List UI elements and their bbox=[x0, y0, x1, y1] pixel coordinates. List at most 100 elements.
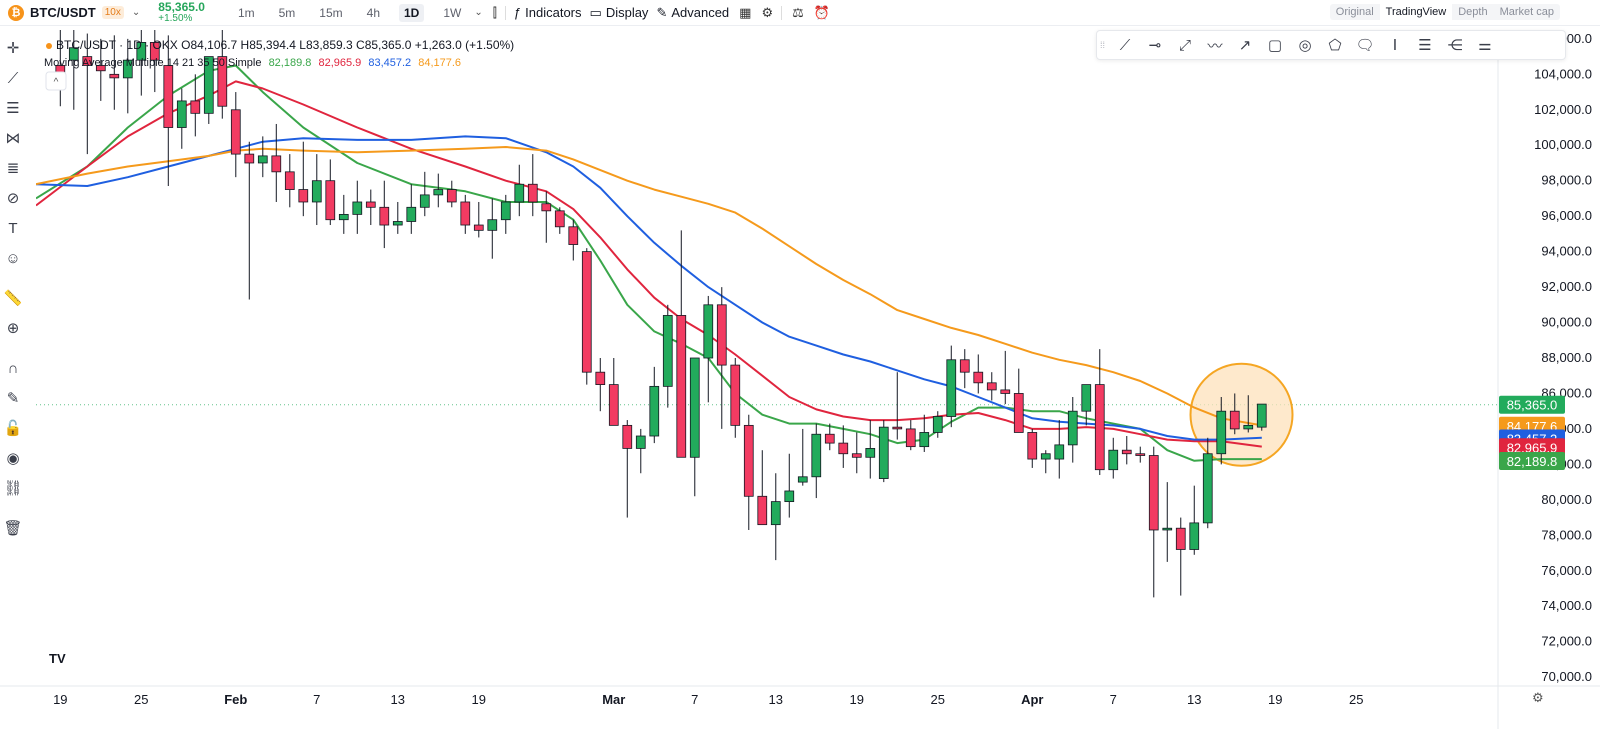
candle-body bbox=[473, 224, 484, 231]
view-market-cap[interactable]: Market cap bbox=[1499, 6, 1554, 18]
timeframe-1m[interactable]: 1m bbox=[237, 5, 255, 20]
x-tick-label: 13 bbox=[769, 692, 783, 707]
top-toolbar: ₿ BTC/USDT 10x ⌄ 85,365.0 +1.50% 1m 5m 1… bbox=[0, 0, 1600, 26]
candle-body bbox=[959, 359, 970, 373]
candle-body bbox=[82, 56, 93, 66]
link-icon[interactable]: ⛓ bbox=[3, 480, 23, 497]
candle-body bbox=[1229, 410, 1240, 430]
candle-body bbox=[1202, 453, 1213, 524]
candle bbox=[1081, 384, 1092, 426]
candle bbox=[797, 428, 808, 486]
candle bbox=[1040, 450, 1051, 474]
compare-icon[interactable]: ⚖ bbox=[792, 4, 804, 20]
moving-average-line-ma14 bbox=[36, 64, 1262, 462]
timeframe-1w[interactable]: 1W bbox=[443, 5, 462, 20]
candle bbox=[959, 349, 970, 389]
candle-body bbox=[365, 201, 376, 208]
polygon-tool-icon[interactable]: ⬠ bbox=[1328, 37, 1342, 54]
price-label-text: 82,189.8 bbox=[1507, 454, 1558, 469]
emoji-icon[interactable]: ☺ bbox=[5, 249, 21, 267]
price-label-bg bbox=[1499, 395, 1565, 414]
parallel-channel-icon[interactable]: ☰ bbox=[1418, 37, 1432, 54]
price-summary: 85,365.0 +1.50% bbox=[158, 1, 205, 25]
display-button[interactable]: ▭ Display bbox=[590, 5, 649, 21]
hline-tool-icon[interactable]: ⊸ bbox=[1148, 37, 1162, 54]
candle-body bbox=[109, 73, 120, 79]
settings-icon[interactable]: ⚙ bbox=[761, 4, 774, 20]
candle-body bbox=[743, 424, 754, 497]
timeframe-more-icon[interactable]: ⌄ bbox=[474, 7, 483, 18]
candle bbox=[338, 194, 349, 234]
ruler-icon[interactable]: 📏 bbox=[3, 290, 23, 307]
x-tick-label: Apr bbox=[1021, 692, 1043, 707]
callout-tool-icon[interactable]: 🗨 bbox=[1355, 37, 1375, 54]
text-tool-icon[interactable]: Ⅰ bbox=[1392, 37, 1398, 54]
zoom-icon[interactable]: ⊕ bbox=[6, 320, 20, 337]
line-tool-icon[interactable]: ⟋ bbox=[1119, 36, 1131, 54]
view-tradingview[interactable]: TradingView bbox=[1379, 4, 1453, 20]
candle-body bbox=[554, 210, 565, 228]
candle-body bbox=[1243, 424, 1254, 430]
candle-body bbox=[446, 189, 457, 203]
timeframe-15m[interactable]: 15m bbox=[319, 5, 343, 20]
view-depth[interactable]: Depth bbox=[1458, 6, 1488, 18]
candle-body bbox=[1121, 449, 1132, 455]
pencil-lock-icon[interactable]: ✎ bbox=[6, 390, 20, 407]
candle-body bbox=[851, 453, 862, 458]
pattern-icon[interactable]: ⋈ bbox=[5, 130, 21, 147]
candle bbox=[1256, 403, 1267, 431]
chevron-down-icon[interactable]: ⌄ bbox=[131, 7, 141, 18]
timeframe-1d[interactable]: 1D bbox=[399, 3, 425, 22]
view-original[interactable]: Original bbox=[1335, 6, 1374, 18]
axis-settings-icon[interactable]: ⚙ bbox=[1532, 690, 1544, 705]
x-tick-label: 13 bbox=[391, 692, 405, 707]
advanced-button[interactable]: ✎ Advanced bbox=[656, 5, 729, 21]
candle bbox=[878, 420, 889, 483]
candle-body bbox=[622, 424, 633, 449]
indicators-button[interactable]: ƒ Indicators bbox=[514, 5, 582, 20]
candle bbox=[919, 414, 930, 452]
candle bbox=[190, 74, 201, 137]
fib-tool-icon[interactable]: ⋲ bbox=[1447, 37, 1463, 54]
alert-icon[interactable]: ⏰ bbox=[813, 4, 830, 20]
rectangle-tool-icon[interactable]: ▢ bbox=[1267, 37, 1283, 54]
legend-change: +1,263.0 (+1.50%) bbox=[414, 38, 515, 52]
symbol-name[interactable]: BTC/USDT bbox=[30, 5, 96, 20]
crosshair-icon[interactable]: ✛ bbox=[6, 40, 20, 57]
highlight-circle bbox=[1189, 362, 1294, 467]
candle bbox=[784, 453, 795, 518]
candle bbox=[1175, 517, 1186, 596]
trend-line-icon[interactable]: ⟋ bbox=[7, 69, 19, 87]
path-tool-icon[interactable]: 〰 bbox=[1207, 37, 1223, 55]
ray-tool-icon[interactable]: ⤢ bbox=[1178, 36, 1191, 54]
candle-body bbox=[676, 315, 687, 458]
candle-body bbox=[689, 357, 700, 458]
lock-icon[interactable]: 🔓 bbox=[3, 420, 23, 437]
trash-icon[interactable]: 🗑 bbox=[3, 520, 23, 537]
candle bbox=[1189, 485, 1200, 555]
horizontal-lines-icon[interactable]: ☰ bbox=[6, 100, 20, 117]
indicator-legend[interactable]: Moving Average Multiple 14 21 35 50 Simp… bbox=[44, 57, 461, 69]
candle bbox=[311, 154, 322, 226]
timeframe-4h[interactable]: 4h bbox=[366, 5, 380, 20]
text-icon[interactable]: T bbox=[8, 219, 18, 237]
calendar-icon[interactable]: ▦ bbox=[739, 4, 752, 20]
candle bbox=[595, 358, 606, 412]
candle bbox=[1216, 397, 1227, 465]
indicators-icon: ƒ bbox=[513, 5, 522, 20]
magnet-icon[interactable]: ∩ bbox=[7, 359, 19, 377]
shapes-icon[interactable]: ⊘ bbox=[6, 190, 20, 207]
drawing-toolbar: ⁞⁞ ⟋ ⊸ ⤢ 〰 ↗ ▢ ◎ ⬠ 🗨 Ⅰ ☰ ⋲ ⚌ bbox=[1096, 30, 1566, 60]
settings-tool-icon[interactable]: ⚌ bbox=[1478, 37, 1492, 54]
candle bbox=[82, 33, 93, 155]
arrow-tool-icon[interactable]: ↗ bbox=[1238, 37, 1252, 54]
circle-tool-icon[interactable]: ◎ bbox=[1298, 37, 1312, 54]
fib-icon[interactable]: ≣ bbox=[6, 160, 20, 177]
candle-body bbox=[95, 65, 106, 72]
timeframe-5m[interactable]: 5m bbox=[278, 5, 296, 20]
eye-icon[interactable]: ◉ bbox=[6, 450, 20, 467]
candle-type-icon[interactable]: ⫿ bbox=[492, 4, 497, 20]
drag-handle-icon[interactable]: ⁞⁞ bbox=[1100, 40, 1106, 50]
